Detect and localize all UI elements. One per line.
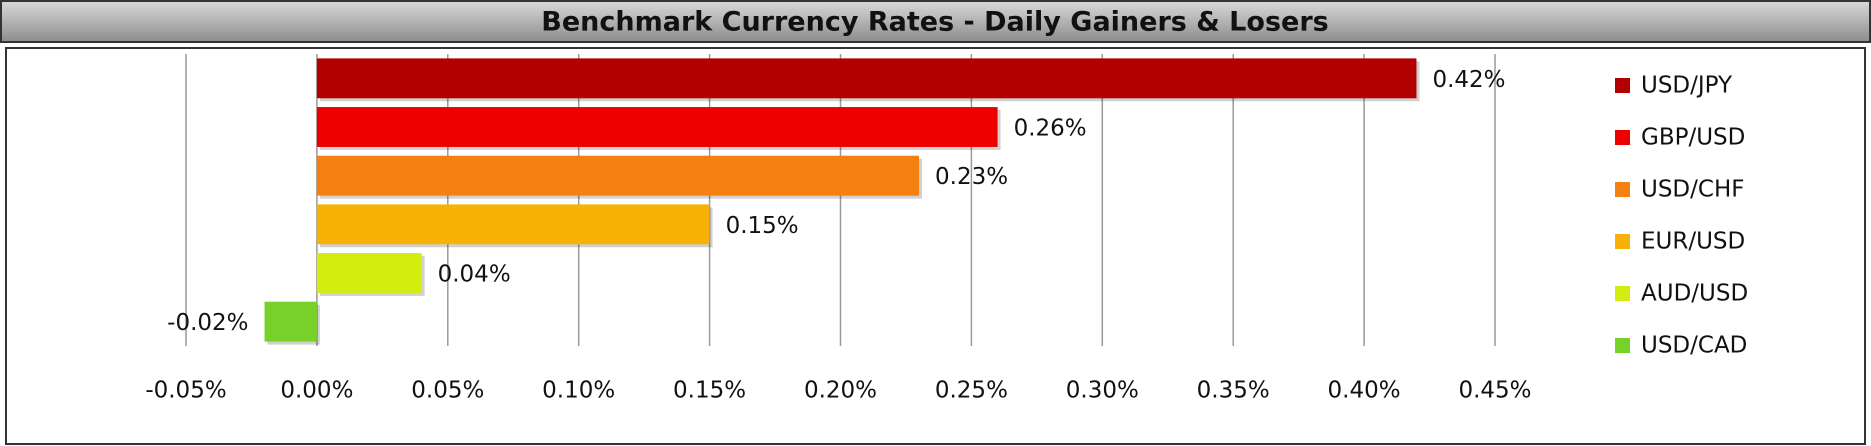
value-label: 0.42% bbox=[1432, 67, 1505, 93]
x-tick-label: 0.10% bbox=[542, 378, 615, 404]
x-tick-label: 0.05% bbox=[411, 378, 484, 404]
bar bbox=[316, 58, 1417, 99]
bar bbox=[264, 301, 317, 342]
bar bbox=[316, 155, 920, 196]
x-tick-label: 0.30% bbox=[1066, 378, 1139, 404]
legend-label: USD/CAD bbox=[1641, 333, 1747, 359]
value-label: 0.04% bbox=[438, 262, 511, 288]
x-tick-label: 0.20% bbox=[804, 378, 877, 404]
title-bar bbox=[0, 0, 1871, 43]
legend-label: EUR/USD bbox=[1641, 229, 1745, 255]
x-tick-label: 0.35% bbox=[1197, 378, 1270, 404]
x-tick-label: 0.45% bbox=[1458, 378, 1531, 404]
x-tick-label: 0.40% bbox=[1328, 378, 1401, 404]
legend-swatch bbox=[1615, 286, 1630, 301]
value-label: 0.23% bbox=[935, 164, 1008, 190]
value-label: 0.15% bbox=[726, 213, 799, 239]
bar bbox=[316, 204, 710, 245]
legend-swatch bbox=[1615, 234, 1630, 249]
value-label: 0.26% bbox=[1014, 116, 1087, 142]
legend-label: USD/CHF bbox=[1641, 177, 1744, 203]
bar bbox=[316, 107, 998, 147]
x-tick-label: 0.15% bbox=[673, 378, 746, 404]
legend-swatch bbox=[1615, 78, 1630, 93]
x-tick-label: -0.05% bbox=[145, 378, 226, 404]
legend-swatch bbox=[1615, 130, 1630, 145]
x-tick-label: 0.25% bbox=[935, 378, 1008, 404]
value-label: -0.02% bbox=[167, 310, 248, 336]
legend-swatch bbox=[1615, 182, 1630, 197]
legend-label: AUD/USD bbox=[1641, 281, 1748, 307]
legend-swatch bbox=[1615, 338, 1630, 353]
bar bbox=[316, 253, 422, 293]
legend-label: USD/JPY bbox=[1641, 73, 1733, 99]
chart-title: Benchmark Currency Rates - Daily Gainers… bbox=[541, 7, 1328, 38]
legend-label: GBP/USD bbox=[1641, 125, 1745, 151]
x-tick-label: 0.00% bbox=[280, 378, 353, 404]
